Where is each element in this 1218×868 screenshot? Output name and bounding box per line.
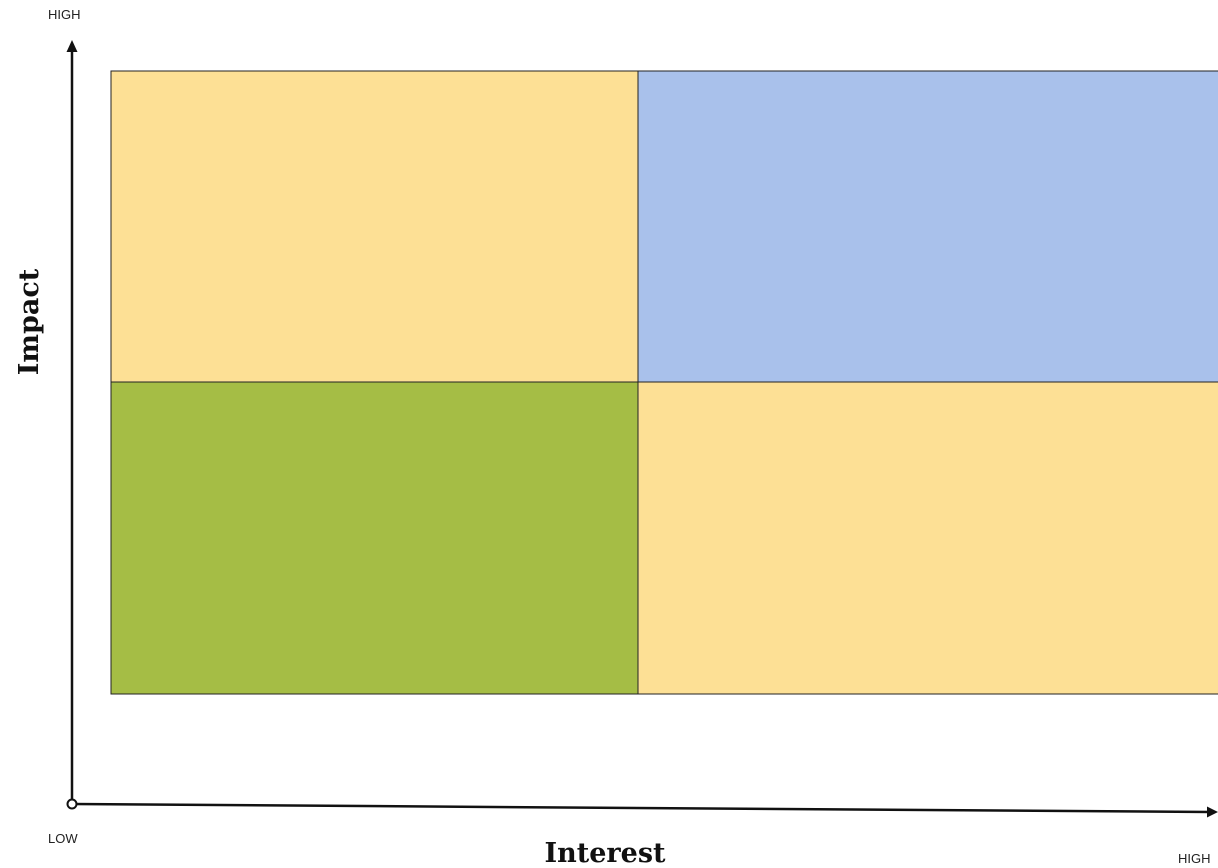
y-axis-arrow-icon bbox=[66, 40, 78, 52]
x-axis-arrow-icon bbox=[1207, 806, 1218, 818]
quadrant-bottom-left bbox=[110, 381, 639, 695]
x-axis-line bbox=[71, 802, 1211, 814]
quadrant-top-left bbox=[110, 70, 639, 383]
origin-circle-icon bbox=[66, 798, 78, 810]
quadrant-top-right bbox=[637, 70, 1218, 383]
x-axis-title: Interest bbox=[545, 838, 667, 868]
quadrant-bottom-right bbox=[637, 381, 1218, 695]
x-axis-high-label: HIGH bbox=[1178, 851, 1211, 866]
y-axis-title: Impact bbox=[14, 268, 45, 375]
y-axis-high-label: HIGH bbox=[48, 7, 81, 22]
origin-low-label: LOW bbox=[48, 831, 78, 846]
